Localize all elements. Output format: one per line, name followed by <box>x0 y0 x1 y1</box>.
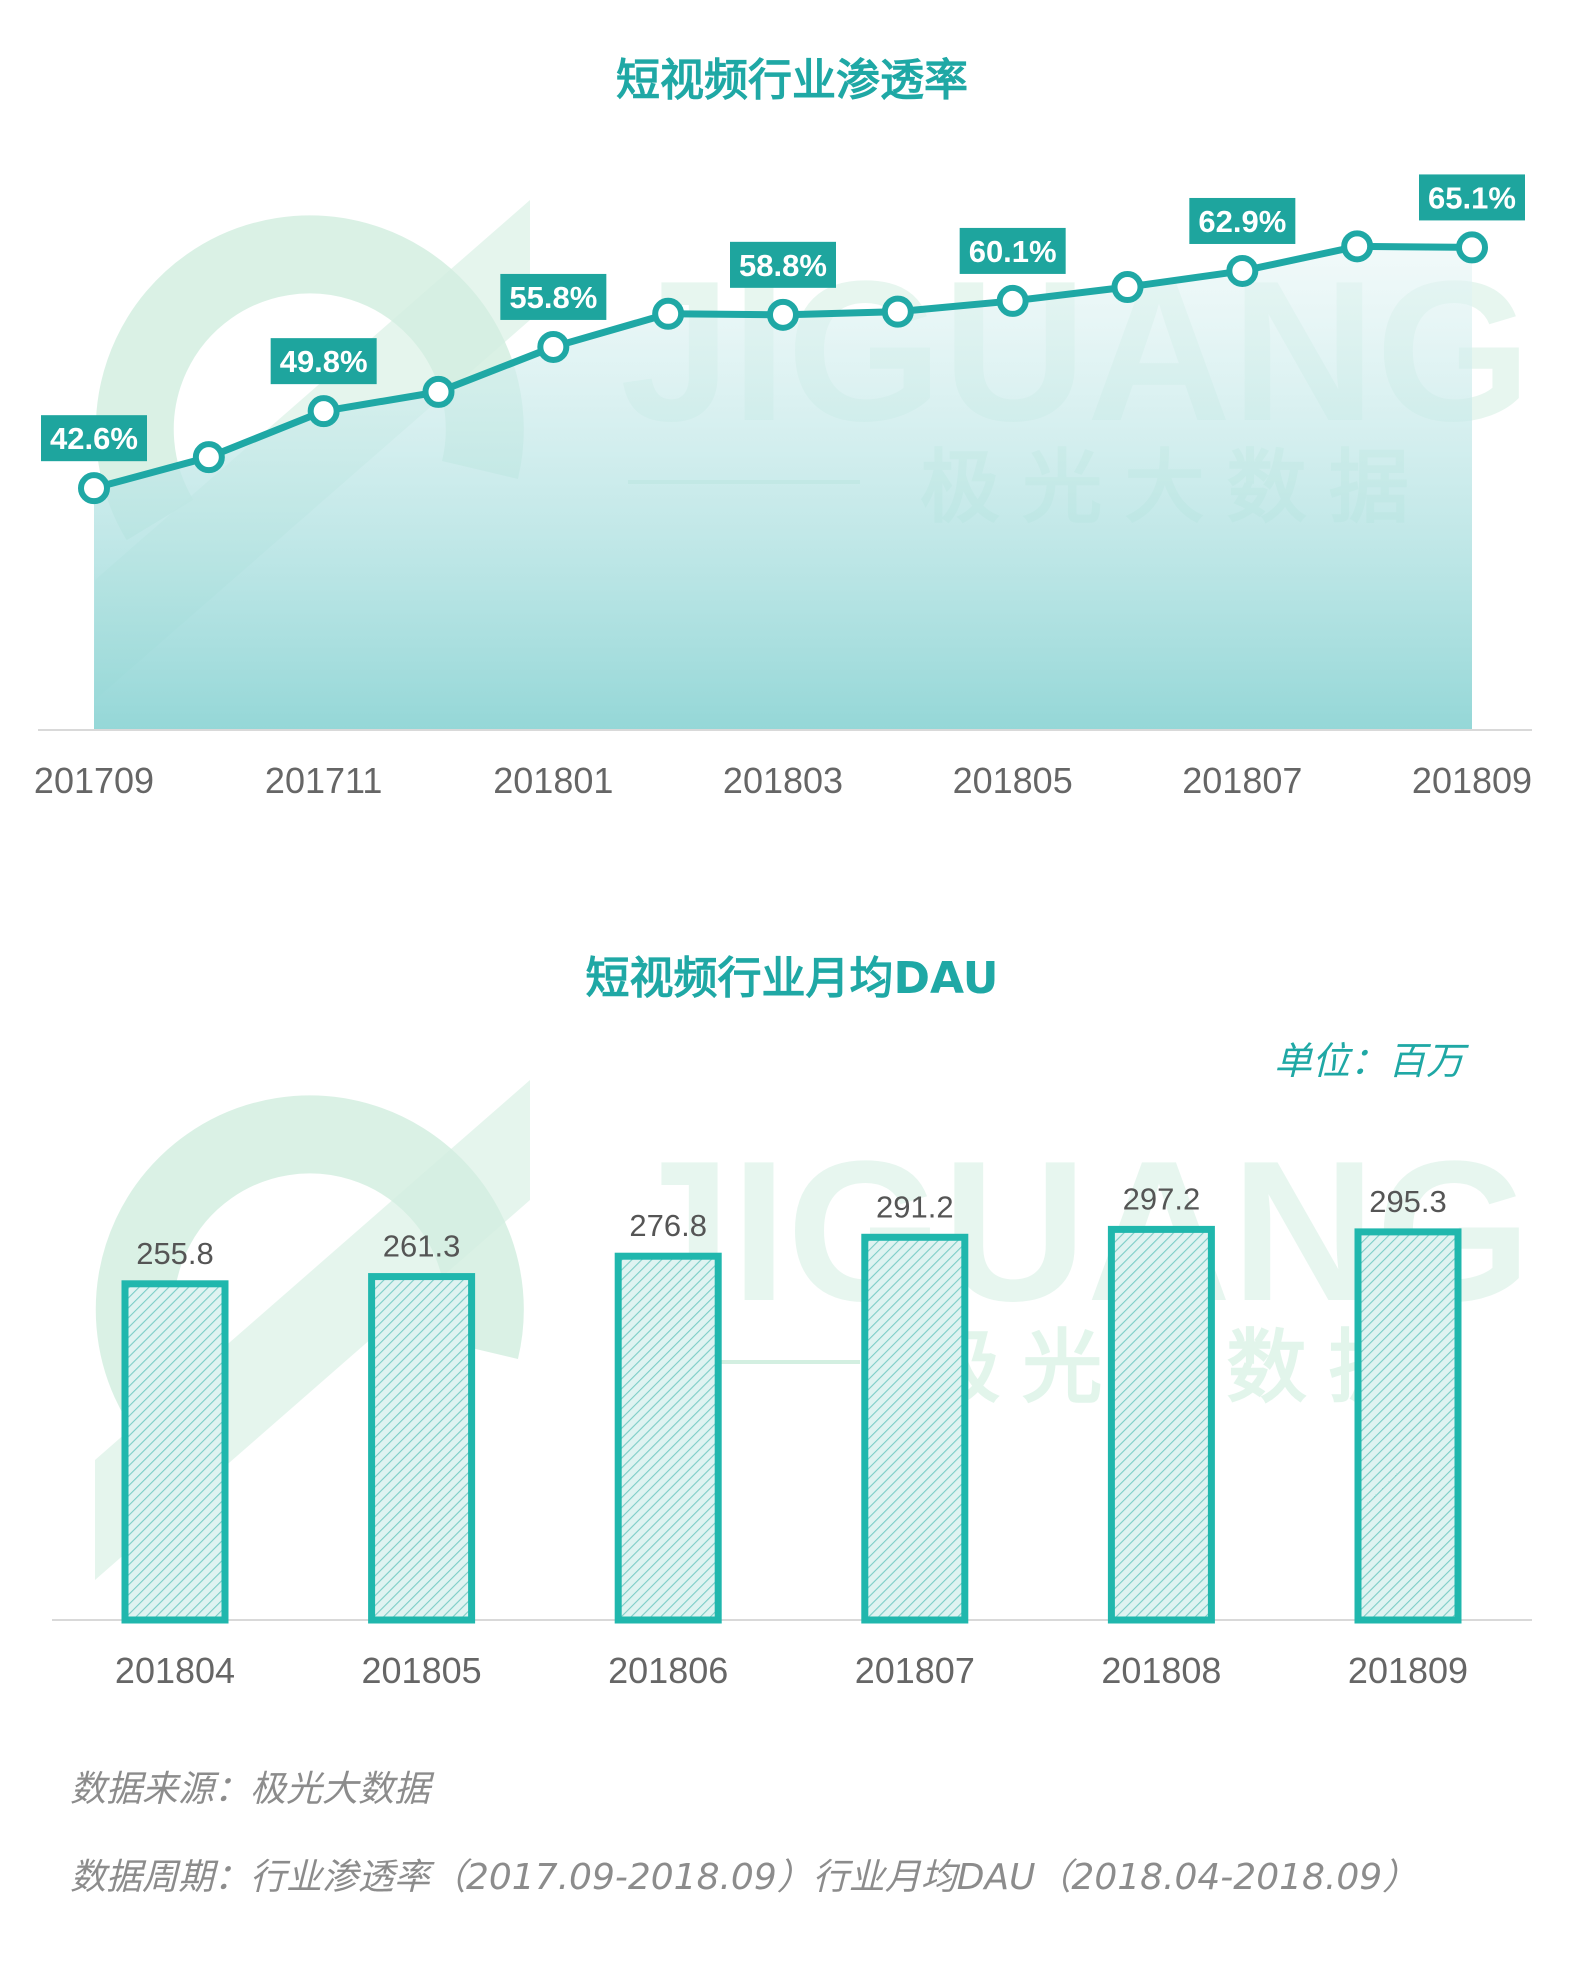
data-point-201806 <box>1111 271 1144 304</box>
bar-201804 <box>121 1280 229 1624</box>
penetration-area <box>94 246 1472 731</box>
unit-label: 单位：百万 <box>1273 1039 1464 1083</box>
dau-chart-title: 短视频行业月均DAU <box>585 953 999 1004</box>
x-tick-201806: 201806 <box>608 1650 728 1691</box>
data-label-text: 65.1% <box>1428 180 1516 215</box>
data-label-bg <box>500 273 607 320</box>
x-tick-201801: 201801 <box>493 760 613 801</box>
bar-201805 <box>368 1273 476 1624</box>
data-label-201805: 60.1% <box>959 227 1066 274</box>
penetration-chart: 42.6% 49.8% 55.8% 58.8% 60.1% 62.9% 65.1% 20170… <box>34 174 1532 801</box>
data-label-text: 49.8% <box>280 344 368 379</box>
data-point-201809 <box>1456 231 1488 264</box>
bar-value-label-201804: 255.8 <box>136 1236 214 1271</box>
data-label-text: 60.1% <box>969 234 1057 269</box>
bar-201806 <box>614 1252 722 1624</box>
x-tick-201711: 201711 <box>265 760 382 801</box>
data-source-note: 数据来源：极光大数据 <box>70 1769 431 1810</box>
data-label-bg <box>1419 174 1525 221</box>
data-point-201710 <box>192 441 225 474</box>
bar-value-label-201806: 276.8 <box>629 1208 707 1243</box>
data-label-201807: 62.9% <box>1189 197 1296 244</box>
data-label-text: 58.8% <box>739 248 827 283</box>
data-label-text: 62.9% <box>1198 204 1286 239</box>
data-point-201808 <box>1341 230 1374 263</box>
data-point-201802 <box>652 297 685 330</box>
data-label-201711: 49.8% <box>270 338 377 385</box>
x-tick-201803: 201803 <box>723 760 843 801</box>
x-tick-201809: 201809 <box>1412 760 1532 801</box>
data-label-bg <box>1189 197 1296 244</box>
data-point-201711 <box>307 395 340 428</box>
data-point-201805 <box>996 284 1029 317</box>
data-point-201709 <box>78 472 110 505</box>
data-point-201712 <box>422 375 455 408</box>
bar-201807 <box>861 1233 969 1624</box>
data-period-note: 数据周期：行业渗透率（2017.09-2018.09）行业月均DAU（2018.… <box>70 1857 1419 1898</box>
x-tick-201809: 201809 <box>1348 1650 1468 1691</box>
x-tick-201804: 201804 <box>115 1650 235 1691</box>
penetration-chart-title: 短视频行业渗透率 <box>616 55 968 106</box>
dau-chart: 255.8 201804 261.3 201805 276.8 201806 291.2 20… <box>52 1181 1532 1691</box>
data-label-bg <box>730 241 836 288</box>
bar-value-label-201805: 261.3 <box>383 1229 461 1264</box>
watermark-2: JIGUANG 极 光 大 数 据 <box>95 1080 1531 1580</box>
bar-value-label-201807: 291.2 <box>876 1189 954 1224</box>
data-label-201803: 58.8% <box>730 241 836 288</box>
bar-value-label-201808: 297.2 <box>1123 1181 1201 1216</box>
data-label-text: 42.6% <box>50 421 138 456</box>
x-tick-201807: 201807 <box>855 1650 975 1691</box>
data-point-201807 <box>1226 254 1259 287</box>
data-label-bg <box>959 227 1066 274</box>
x-tick-201808: 201808 <box>1101 1650 1221 1691</box>
data-label-bg <box>41 415 147 462</box>
x-tick-201805: 201805 <box>953 760 1073 801</box>
data-label-bg <box>270 338 377 385</box>
data-label-201809: 65.1% <box>1419 174 1525 221</box>
x-tick-201805: 201805 <box>362 1650 482 1691</box>
data-label-201801: 55.8% <box>500 273 607 320</box>
x-tick-201709: 201709 <box>34 760 154 801</box>
data-label-text: 55.8% <box>509 280 597 315</box>
bar-201808 <box>1107 1225 1215 1624</box>
data-label-201709: 42.6% <box>41 415 147 462</box>
x-tick-201807: 201807 <box>1182 760 1302 801</box>
bar-value-label-201809: 295.3 <box>1369 1184 1447 1219</box>
data-point-201803 <box>767 298 799 331</box>
data-point-201804 <box>881 295 914 328</box>
bar-201809 <box>1354 1228 1462 1624</box>
data-point-201801 <box>537 330 570 363</box>
